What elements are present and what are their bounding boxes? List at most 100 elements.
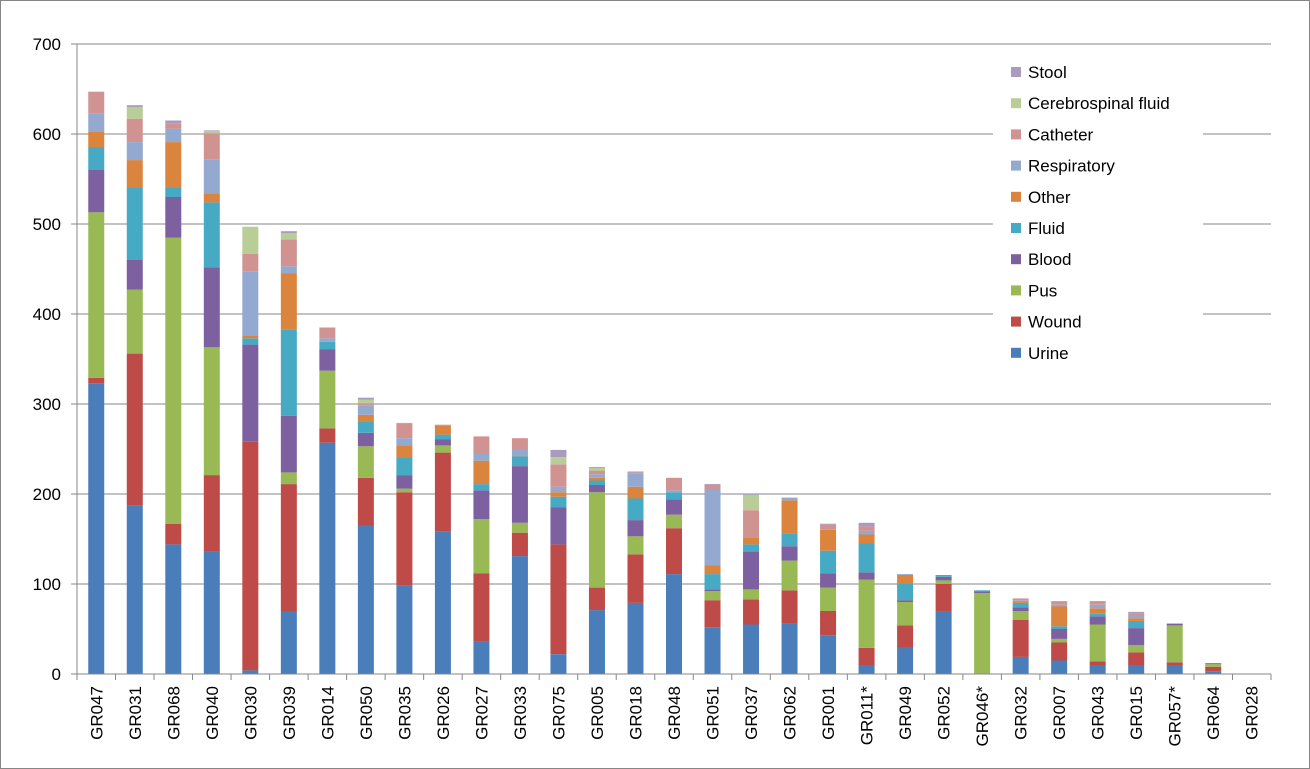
- bar-segment: [550, 507, 567, 545]
- bar-segment: [820, 529, 837, 530]
- bar-segment: [627, 498, 644, 521]
- bar-segment: [1089, 624, 1106, 662]
- bar-segment: [126, 160, 143, 188]
- bar-segment: [974, 591, 991, 593]
- bar-segment: [126, 118, 143, 143]
- bar-segment: [88, 147, 105, 170]
- x-tick-label: GR031: [126, 686, 145, 740]
- bar-segment: [280, 329, 297, 416]
- legend-swatch: [1011, 191, 1021, 202]
- legend-label: Urine: [1028, 344, 1069, 363]
- legend-swatch: [1011, 129, 1021, 140]
- bar-segment: [126, 107, 143, 119]
- bar-segment: [165, 120, 182, 124]
- bar-segment: [1205, 666, 1222, 672]
- x-tick-label: GR043: [1089, 686, 1108, 740]
- bar-segment: [1166, 662, 1183, 665]
- bar-segment: [126, 142, 143, 161]
- bar-segment: [165, 523, 182, 545]
- bar-segment: [280, 415, 297, 473]
- bar-segment: [1089, 608, 1106, 614]
- bar-segment: [781, 590, 798, 624]
- bar-segment: [743, 551, 760, 590]
- bar-segment: [1089, 616, 1106, 625]
- bar-segment: [242, 226, 259, 254]
- bar-segment: [280, 484, 297, 611]
- bar-segment: [704, 600, 721, 628]
- bar-segment: [203, 159, 220, 194]
- x-tick-label: GR007: [1050, 686, 1069, 740]
- bar-segment: [280, 231, 297, 233]
- bar-segment: [704, 589, 721, 592]
- bar-segment: [280, 611, 297, 674]
- bar-segment: [743, 510, 760, 538]
- bar-segment: [1051, 604, 1068, 607]
- x-tick-label: GR075: [549, 686, 568, 740]
- bar-segment: [1012, 607, 1029, 611]
- bar-segment: [1051, 642, 1068, 661]
- bar-segment: [588, 467, 605, 471]
- bar-segment: [396, 585, 413, 674]
- x-tick-label: GR064: [1204, 686, 1223, 740]
- bar-segment: [858, 647, 875, 665]
- bar-segment: [396, 445, 413, 458]
- bar-segment: [396, 422, 413, 424]
- bar-segment: [627, 473, 644, 487]
- x-tick-label: GR051: [704, 686, 723, 740]
- bar-segment: [280, 233, 297, 240]
- bar-segment: [319, 370, 336, 429]
- bar-segment: [588, 485, 605, 493]
- bar-segment: [1128, 613, 1145, 616]
- bar-segment: [627, 536, 644, 555]
- bar-segment: [1089, 602, 1106, 605]
- x-tick-label: GR046*: [973, 686, 992, 747]
- bar-segment: [357, 405, 374, 415]
- bar-segment: [434, 434, 451, 440]
- bar-segment: [1128, 665, 1145, 674]
- bar-segment: [473, 436, 490, 454]
- bar-segment: [627, 520, 644, 537]
- bar-segment: [1128, 620, 1145, 629]
- bar-segment: [704, 627, 721, 674]
- x-tick-label: GR015: [1127, 686, 1146, 740]
- legend-swatch: [1011, 347, 1021, 358]
- bar-segment: [897, 584, 914, 601]
- bar-segment: [434, 452, 451, 532]
- bar-segment: [588, 492, 605, 588]
- bar-segment: [511, 456, 528, 467]
- bar-segment: [126, 505, 143, 674]
- bar-segment: [511, 556, 528, 674]
- x-tick-label: GR030: [241, 686, 260, 740]
- bar-segment: [319, 349, 336, 371]
- bar-segment: [743, 589, 760, 600]
- x-tick-label: GR052: [935, 686, 954, 740]
- bar-segment: [858, 543, 875, 573]
- bar-segment: [1012, 656, 1029, 674]
- bar-segment: [1089, 604, 1106, 609]
- bar-segment: [550, 449, 567, 458]
- bar-segment: [88, 212, 105, 378]
- bar-segment: [588, 470, 605, 475]
- bar-segment: [1205, 671, 1222, 674]
- bar-segment: [511, 438, 528, 449]
- bar-segment: [1012, 598, 1029, 601]
- legend-swatch: [1011, 254, 1021, 265]
- bar-segment: [550, 464, 567, 487]
- bar-segment: [357, 414, 374, 422]
- legend-swatch: [1011, 316, 1021, 327]
- bar-segment: [280, 239, 297, 267]
- bar-segment: [473, 519, 490, 574]
- bar-segment: [704, 484, 721, 485]
- bar-segment: [511, 532, 528, 557]
- y-tick-label: 400: [33, 305, 61, 324]
- bar-segment: [242, 670, 259, 674]
- bar-segment: [704, 489, 721, 566]
- x-tick-label: GR028: [1243, 686, 1262, 740]
- y-tick-label: 100: [33, 575, 61, 594]
- bar-segment: [242, 253, 259, 272]
- bar-segment: [781, 533, 798, 547]
- bar-segment: [357, 421, 374, 433]
- legend-label: Wound: [1028, 313, 1082, 332]
- bar-segment: [357, 477, 374, 526]
